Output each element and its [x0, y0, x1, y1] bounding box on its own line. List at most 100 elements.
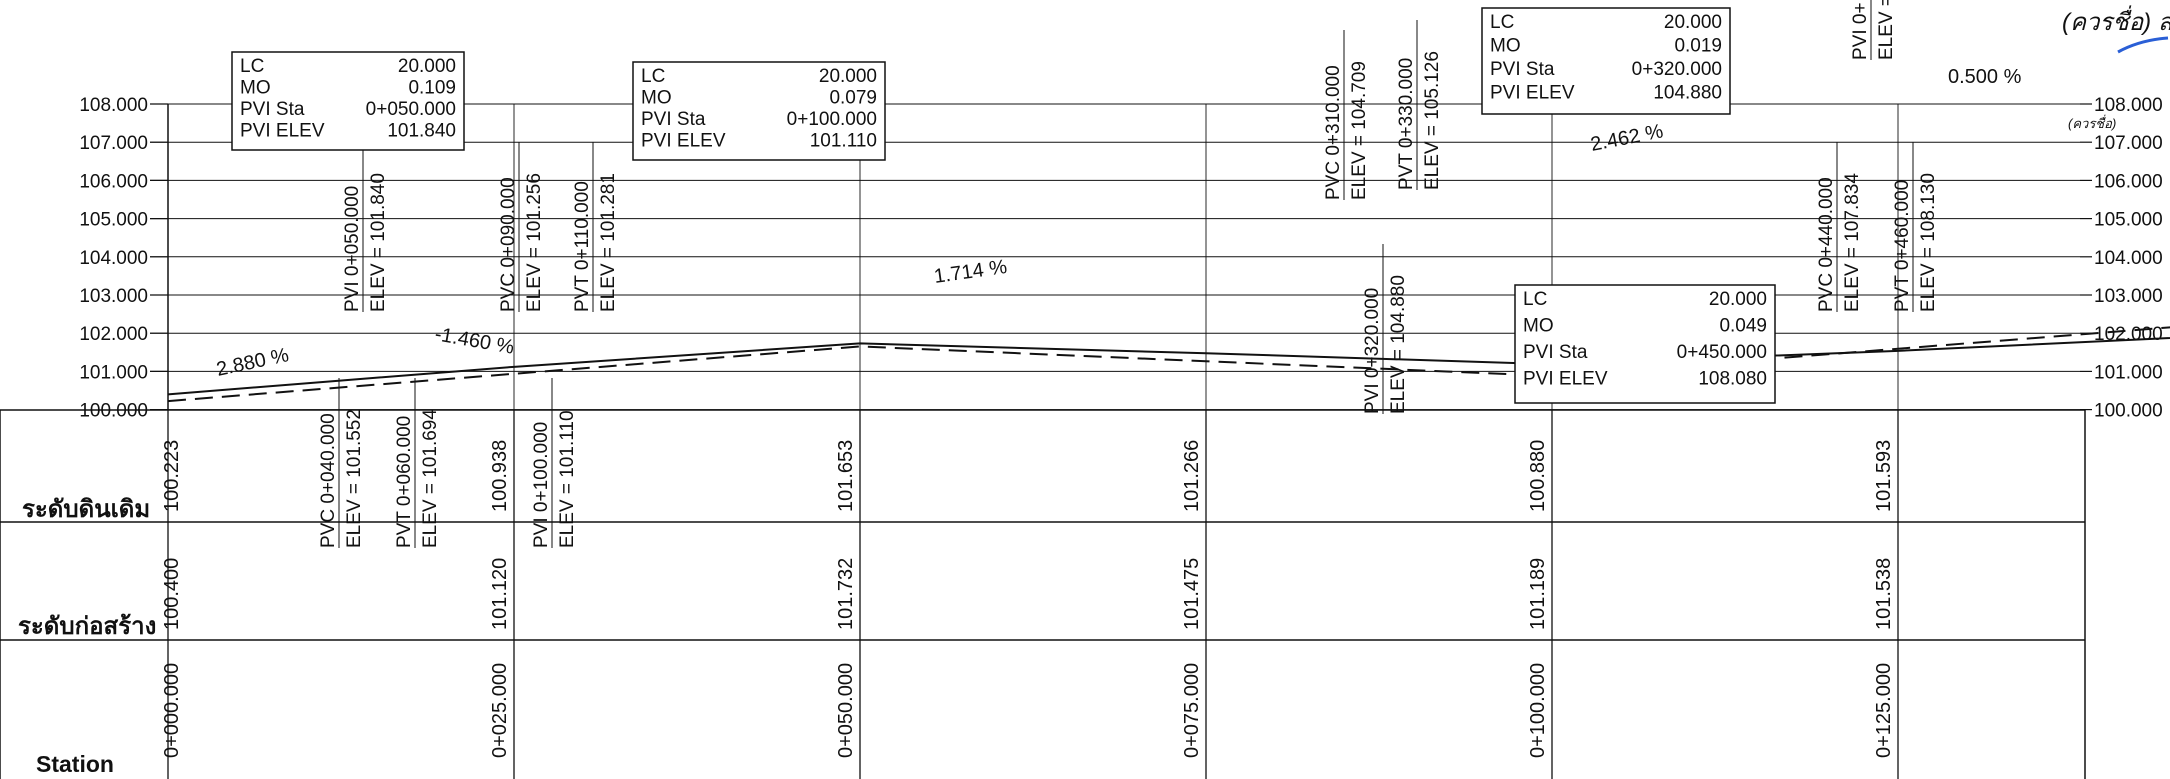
curve-box-value: 0.109 — [408, 78, 456, 99]
pvi-top-annotation: ELEV = — [1876, 0, 1897, 60]
curve-box-label: LC — [1490, 12, 1514, 33]
curve-box-label: PVI Sta — [240, 99, 305, 120]
pvi-top-annotation: PVI 0+ — [1850, 2, 1871, 60]
pvi-50-annotation: PVI 0+050.000 — [342, 186, 363, 312]
left-elev-label: 102.000 — [79, 324, 148, 345]
curve-box: LC 20.000 MO 0.079 PVI Sta 0+100.000 PVI ELEV 1… — [632, 61, 886, 161]
curve-box-value: 20.000 — [1664, 12, 1722, 33]
pvt-460-annotation: ELEV = 108.130 — [1918, 173, 1939, 312]
left-elev-label: 105.000 — [79, 210, 148, 231]
station-value: 0+075.000 — [1181, 663, 1203, 758]
station-value: 0+050.000 — [835, 663, 857, 758]
left-elev-label: 100.000 — [79, 401, 148, 422]
design-profile-line — [167, 336, 2170, 396]
pvi-100-annotation: PVI 0+100.000 — [531, 422, 552, 548]
existing-elev-value: 101.593 — [1873, 440, 1895, 512]
pvc-310-annotation: ELEV = 104.709 — [1349, 61, 1370, 200]
profile-lines — [167, 326, 2170, 403]
station-value: 0+125.000 — [1873, 663, 1895, 758]
left-elev-label: 108.000 — [79, 95, 148, 116]
design-elev-value: 101.120 — [489, 558, 511, 630]
handwritten-stroke — [2117, 36, 2169, 54]
design-elev-value: 101.732 — [835, 558, 857, 630]
curve-box-label: PVI Sta — [1490, 59, 1555, 80]
existing-elev-value: 100.938 — [489, 440, 511, 512]
left-elev-label: 107.000 — [79, 133, 148, 154]
curve-box-label: PVI ELEV — [641, 131, 726, 152]
right-elev-label: 103.000 — [2094, 286, 2163, 307]
curve-box-value: 104.880 — [1653, 83, 1722, 104]
pvi-50-annotation: ELEV = 101.840 — [368, 173, 389, 312]
pvc-40-annotation: PVC 0+040.000 — [318, 413, 339, 548]
handwritten-note-small: (ควรชื่อ) — [2068, 114, 2116, 131]
pvc-440-annotation: ELEV = 107.834 — [1842, 173, 1863, 312]
left-elev-label: 106.000 — [79, 171, 148, 192]
curve-box-frame — [231, 51, 465, 151]
pvc-310-annotation: PVC 0+310.000 — [1323, 65, 1344, 200]
curve-box-frame — [1481, 7, 1731, 115]
curve-box-label: PVI Sta — [641, 109, 706, 130]
pvt-330-annotation: ELEV = 105.126 — [1422, 51, 1443, 190]
curve-box-value: 20.000 — [398, 56, 456, 77]
elevation-axis: 108.000 107.000 106.000 105.000 104.000 103.0… — [79, 95, 2162, 422]
curve-box-value: 0+450.000 — [1677, 342, 1767, 363]
curve-box-value: 20.000 — [819, 66, 877, 87]
pvi-320-annotation: PVI 0+320.000 — [1362, 288, 1383, 414]
curve-box-value: 0.049 — [1719, 316, 1767, 337]
grade-label: 2.880 % — [214, 344, 291, 381]
handwriting-notes: (ควรชื่อ) ล. (ควรชื่อ) — [2062, 5, 2170, 131]
curve-box: LC 20.000 MO 0.049 PVI Sta 0+450.000 PVI ELEV 1… — [1514, 284, 1776, 404]
curve-box-frame — [632, 61, 886, 161]
grade-label: 1.714 % — [933, 256, 1009, 288]
curve-box-value: 20.000 — [1709, 289, 1767, 310]
curve-box-label: LC — [1523, 289, 1547, 310]
curve-box-value: 0.019 — [1674, 36, 1722, 57]
station-value: 0+000.000 — [161, 663, 183, 758]
pvt-110-annotation: ELEV = 101.281 — [598, 173, 619, 312]
pvt-460-annotation: PVT 0+460.000 — [1892, 180, 1913, 312]
pvi-320-annotation: ELEV = 104.880 — [1388, 275, 1409, 414]
right-elev-label: 108.000 — [2094, 95, 2163, 116]
curve-box-label: MO — [641, 88, 672, 109]
design-elev-value: 100.400 — [161, 558, 183, 630]
station-value: 0+025.000 — [489, 663, 511, 758]
curve-box: LC 20.000 MO 0.109 PVI Sta 0+050.000 PVI ELEV 1… — [231, 51, 465, 151]
right-elev-label: 107.000 — [2094, 133, 2163, 154]
curve-box-value: 108.080 — [1698, 369, 1767, 390]
curve-box: LC 20.000 MO 0.019 PVI Sta 0+320.000 PVI ELEV 1… — [1481, 7, 1731, 115]
curve-box-value: 101.110 — [810, 131, 877, 152]
curve-box-label: LC — [641, 66, 665, 87]
pvt-330-annotation: PVT 0+330.000 — [1396, 58, 1417, 190]
existing-elev-value: 100.223 — [161, 440, 183, 512]
existing-elev-value: 101.653 — [835, 440, 857, 512]
curve-box-value: 0+100.000 — [787, 109, 877, 130]
right-elev-label: 105.000 — [2094, 210, 2163, 231]
grade-label: 0.500 % — [1948, 66, 2022, 88]
right-elev-label: 101.000 — [2094, 362, 2163, 383]
curve-box-label: LC — [240, 56, 264, 77]
profile-annotations: 2.880 % -1.460 % 1.714 % 2.462 % 0.500 % PVI … — [214, 0, 2022, 548]
row-label-station: Station — [36, 751, 114, 777]
row-label-design: ระดับก่อสร้าง — [18, 613, 156, 640]
curve-box-label: PVI ELEV — [1490, 83, 1575, 104]
curve-box-label: MO — [1523, 316, 1554, 337]
pvc-90-annotation: PVC 0+090.000 — [498, 177, 519, 312]
curve-box-value: 0.079 — [829, 88, 877, 109]
design-elev-value: 101.538 — [1873, 558, 1895, 630]
right-elev-label: 100.000 — [2094, 401, 2163, 422]
curve-box-value: 0+320.000 — [1632, 59, 1722, 80]
pvc-440-annotation: PVC 0+440.000 — [1816, 177, 1837, 312]
grade-label: 2.462 % — [1589, 120, 1665, 156]
right-elev-label: 106.000 — [2094, 171, 2163, 192]
left-elev-label: 103.000 — [79, 286, 148, 307]
curve-box-label: MO — [240, 78, 271, 99]
pvi-100-annotation: ELEV = 101.110 — [557, 410, 578, 548]
curve-boxes: LC 20.000 MO 0.109 PVI Sta 0+050.000 PVI ELEV 1… — [231, 7, 1776, 404]
right-elev-label: 104.000 — [2094, 248, 2163, 269]
pvt-60-annotation: PVT 0+060.000 — [394, 416, 415, 548]
row-label-existing: ระดับดินเดิม — [22, 496, 150, 523]
existing-elev-value: 100.880 — [1527, 440, 1549, 512]
